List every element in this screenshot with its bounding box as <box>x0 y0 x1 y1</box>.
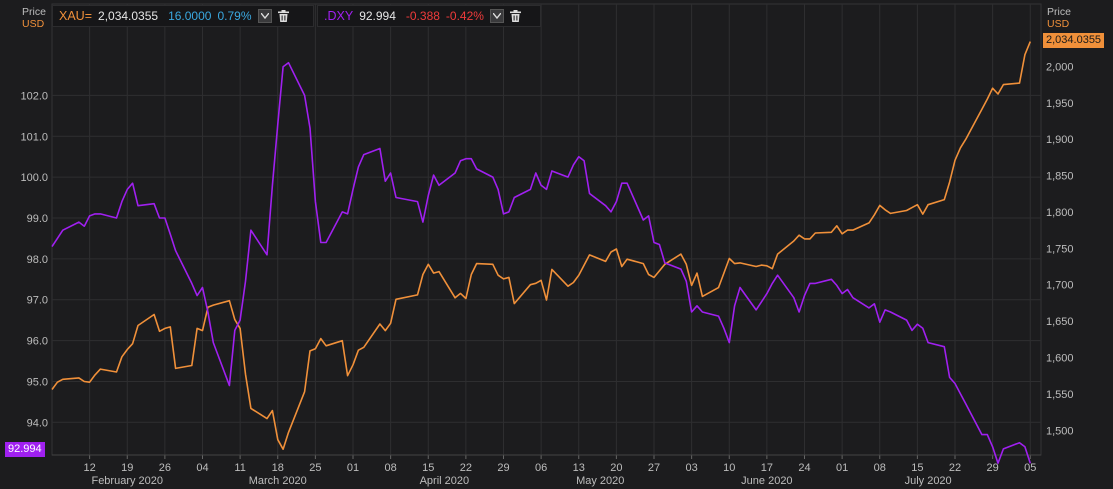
right-tick-label: 2,000 <box>1046 61 1074 73</box>
right-tick-label: 1,600 <box>1046 352 1074 364</box>
left-tick-label: 102.0 <box>20 90 48 102</box>
right-tick-label: 1,700 <box>1046 280 1074 292</box>
x-tick-label: 27 <box>648 462 660 474</box>
x-tick-label: 24 <box>798 462 810 474</box>
left-tick-label: 97.0 <box>27 295 48 307</box>
right-axis: 1,500 1,550 1,600 1,650 1,700 1,750 1,800 1,850… <box>1046 61 1074 437</box>
right-tick-label: 1,900 <box>1046 134 1074 146</box>
right-tick-label: 1,950 <box>1046 98 1074 110</box>
left-axis: 94.0 95.0 96.0 97.0 98.0 99.0 100.0 101.0 102.0 <box>20 90 48 429</box>
x-tick-label: 25 <box>309 462 321 474</box>
left-tick-label: 100.0 <box>20 172 48 184</box>
right-tick-label: 1,800 <box>1046 207 1074 219</box>
x-tick-label: 04 <box>196 462 208 474</box>
x-tick-label: 13 <box>573 462 585 474</box>
legend-dxy-pct: -0.42% <box>445 9 484 23</box>
right-axis-header: Price USD <box>1047 6 1071 30</box>
horizontal-gridlines <box>52 94 1041 423</box>
x-tick-label: 08 <box>385 462 397 474</box>
legend-xau-symbol[interactable]: XAU= <box>59 9 93 23</box>
x-tick-label: 11 <box>234 462 245 474</box>
left-tick-label: 101.0 <box>20 131 48 143</box>
x-tick-label: 20 <box>610 462 622 474</box>
right-tick-label: 1,750 <box>1046 243 1074 255</box>
legend-dxy-symbol[interactable]: .DXY <box>324 9 354 23</box>
month-label: July 2020 <box>905 475 952 487</box>
legend-dxy-value: 92.994 <box>359 9 396 23</box>
legend-xau: XAU= 2,034.0355 16.0000 0.79% <box>52 5 314 27</box>
series-line-xau <box>51 41 1032 450</box>
chevron-down-icon <box>492 13 501 19</box>
x-tick-label: 15 <box>422 462 434 474</box>
x-tick-label: 17 <box>761 462 773 474</box>
left-tick-label: 99.0 <box>27 213 48 225</box>
month-label: June 2020 <box>741 475 792 487</box>
legend-dxy-change: -0.388 <box>405 9 440 23</box>
trash-icon <box>277 10 289 22</box>
right-axis-unit: USD <box>1047 18 1070 30</box>
x-tick-label: 18 <box>272 462 284 474</box>
x-tick-label: 22 <box>949 462 961 474</box>
series-layer <box>51 41 1032 464</box>
x-tick-label: 19 <box>121 462 133 474</box>
right-tick-label: 1,500 <box>1046 425 1074 437</box>
vertical-gridlines <box>51 3 1042 456</box>
legend-dxy-dropdown-button[interactable] <box>489 9 504 23</box>
month-label: April 2020 <box>420 475 470 487</box>
left-tick-label: 95.0 <box>27 376 48 388</box>
legend-xau-change: 16.0000 <box>168 9 212 23</box>
x-tick-label: 10 <box>723 462 735 474</box>
x-tick-label: 29 <box>987 462 999 474</box>
left-tick-label: 94.0 <box>27 417 48 429</box>
x-tick-label: 26 <box>159 462 171 474</box>
x-axis: 12 19 26 04 11 18 25 01 08 15 22 29 06 13 20 27 03 10 17 24… <box>52 454 1041 487</box>
x-tick-label: 01 <box>347 462 359 474</box>
x-tick-label: 08 <box>874 462 886 474</box>
left-tick-label: 98.0 <box>27 254 48 266</box>
left-axis-header: Price USD <box>22 6 46 30</box>
month-label: May 2020 <box>576 475 624 487</box>
x-tick-label: 22 <box>460 462 472 474</box>
xau-last-value-tag: 2,034.0355 <box>1043 33 1105 48</box>
right-axis-title: Price <box>1047 6 1071 18</box>
x-tick-label: 03 <box>686 462 698 474</box>
legend-xau-dropdown-button[interactable] <box>257 9 272 23</box>
x-tick-label: 05 <box>1024 462 1036 474</box>
x-tick-label: 01 <box>836 462 848 474</box>
dxy-last-value-tag: 92.994 <box>5 442 45 457</box>
x-tick-label: 15 <box>911 462 923 474</box>
series-line-dxy <box>51 61 1032 464</box>
trash-icon <box>509 10 521 22</box>
month-label: March 2020 <box>249 475 307 487</box>
right-tick-label: 1,850 <box>1046 171 1074 183</box>
legend-dxy: .DXY 92.994 -0.388 -0.42% <box>317 5 541 27</box>
legend-xau-delete-button[interactable] <box>277 10 289 22</box>
month-label: February 2020 <box>91 475 163 487</box>
legend-xau-value: 2,034.0355 <box>98 9 159 23</box>
plot-frame <box>51 3 1042 456</box>
legend-dxy-delete-button[interactable] <box>509 10 521 22</box>
left-axis-unit: USD <box>22 18 45 30</box>
x-tick-label: 29 <box>497 462 509 474</box>
left-axis-title: Price <box>22 6 46 18</box>
x-tick-label: 06 <box>535 462 547 474</box>
x-tick-label: 12 <box>84 462 96 474</box>
chevron-down-icon <box>260 13 269 19</box>
legend-xau-pct: 0.79% <box>217 9 252 23</box>
right-tick-label: 1,650 <box>1046 316 1074 328</box>
left-tick-label: 96.0 <box>27 336 48 348</box>
right-tick-label: 1,550 <box>1046 389 1074 401</box>
